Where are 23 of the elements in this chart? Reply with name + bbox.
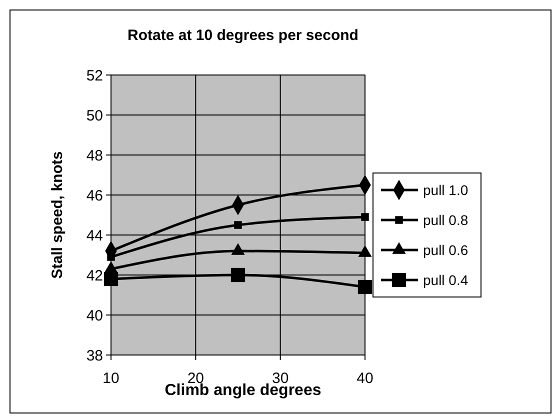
legend-label: pull 0.4	[423, 272, 468, 288]
point	[234, 221, 242, 229]
legend-label: pull 0.8	[423, 212, 468, 228]
y-tick-label: 42	[86, 267, 103, 284]
point	[104, 272, 118, 286]
y-tick-label: 52	[86, 67, 103, 84]
point	[358, 280, 372, 294]
chart-title: Rotate at 10 degrees per second	[128, 27, 358, 44]
legend-label: pull 1.0	[423, 182, 468, 198]
y-tick-label: 38	[86, 347, 103, 364]
point	[107, 253, 115, 261]
x-tick-label: 40	[356, 370, 374, 387]
y-axis-title: Stall speed, knots	[49, 151, 66, 279]
x-tick-label: 30	[272, 370, 289, 387]
y-tick-label: 40	[86, 307, 103, 324]
y-tick-label: 48	[86, 147, 103, 164]
point	[230, 268, 246, 282]
point	[361, 213, 369, 221]
x-tick-label: 10	[102, 370, 120, 387]
y-tick-label: 44	[86, 227, 103, 244]
y-tick-label: 46	[86, 187, 103, 204]
y-tick-label: 50	[86, 107, 103, 124]
legend-label: pull 0.6	[423, 242, 468, 258]
